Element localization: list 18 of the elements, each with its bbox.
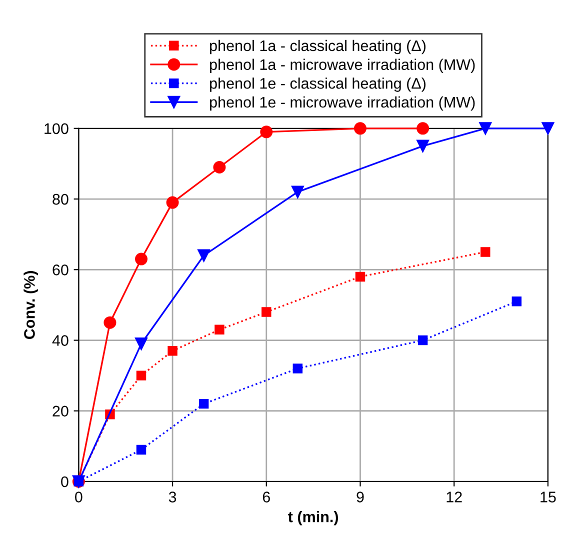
x-tick-label: 15 xyxy=(540,492,556,502)
x-tick-label: 0 xyxy=(75,492,82,502)
legend-label: phenol 1e - microwave irradiation (MW) xyxy=(210,96,475,111)
legend-label: phenol 1a - microwave irradiation (MW) xyxy=(210,58,475,73)
y-tick-label: 0 xyxy=(61,476,68,488)
y-tick-label: 100 xyxy=(44,123,68,134)
x-axis-title: t (min.) xyxy=(288,511,338,526)
x-tick-label: 9 xyxy=(356,492,364,502)
y-tick-label: 60 xyxy=(52,264,68,276)
y-tick-label: 80 xyxy=(52,194,68,205)
y-tick-label: 40 xyxy=(52,335,68,346)
legend-label: phenol 1e - classical heating (Δ) xyxy=(210,78,426,92)
x-tick-label: 12 xyxy=(446,492,462,502)
x-tick-label: 3 xyxy=(168,492,176,502)
y-axis-title: Conv. (%) xyxy=(24,271,38,339)
y-tick-label: 20 xyxy=(52,406,68,417)
x-tick-label: 6 xyxy=(262,492,270,502)
legend-label: phenol 1a - classical heating (Δ) xyxy=(210,40,426,54)
